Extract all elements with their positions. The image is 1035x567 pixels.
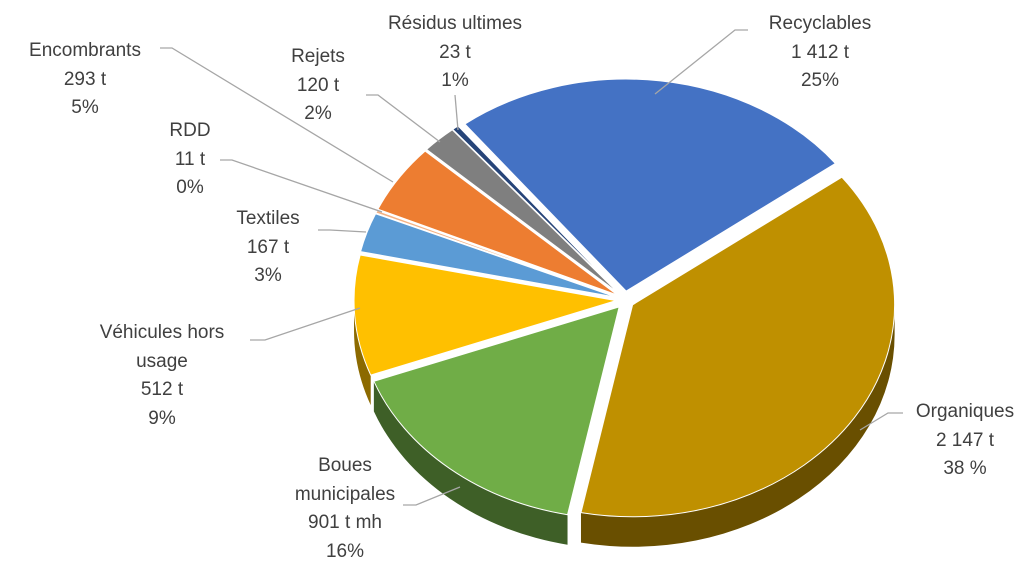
value-label: 11 t [174,148,206,170]
percentage-label: 1% [441,70,469,91]
leader-line [318,229,367,233]
slice-side [580,304,895,547]
value-label: 2 147 t [935,429,995,451]
percentage-label: 16% [325,540,365,562]
percentage-label: 2% [304,103,332,124]
percentage-label: 0% [176,177,204,198]
slice [353,254,617,376]
value-label: 901 t mh [308,512,382,533]
slice [425,129,620,294]
category-label: Encombrants [29,40,141,61]
category-label: Boues municipales [294,455,396,505]
slice [373,306,620,516]
percentage-label: 5% [71,97,99,118]
category-label: Résidus ultimes [387,13,523,34]
leader-line [250,307,361,341]
percentage-label: 38 % [943,458,987,479]
value-label: 512 t [140,379,184,400]
percentage-label: 9% [148,407,176,429]
slice-side [354,300,371,406]
leader-line [859,412,903,431]
slice [359,213,617,298]
value-label: 120 t [296,74,340,96]
data-label: Recyclables 1 412 t 25% [720,10,920,96]
data-label: Organiques 2 147 t 38 % [895,398,1035,484]
data-label: Textiles 167 t 3% [208,205,328,291]
category-label: Textiles [236,208,300,229]
value-label: 1 412 t [790,41,850,63]
leader-line [220,159,383,213]
category-label: Organiques [915,401,1015,422]
slice [377,150,618,296]
category-label: Rejets [291,46,345,67]
data-label: Boues municipales 901 t mh 16% [280,452,410,566]
slice [464,78,837,292]
leader-line [454,94,459,131]
value-label: 293 t [63,68,107,90]
data-label: RDD 11 t 0% [150,117,230,203]
percentage-label: 3% [254,265,282,286]
data-label: Rejets 120 t 2% [268,43,368,129]
value-label: 23 t [439,41,471,63]
data-label: Résidus ultimes 23 t 1% [355,10,555,96]
value-label: 167 t [246,236,290,258]
category-label: Véhicules hors usage [99,322,225,372]
percentage-label: 25% [800,70,840,91]
leader-line [403,486,461,506]
data-label: Encombrants 293 t 5% [5,37,165,123]
slice [580,176,896,518]
leader-line [654,29,748,95]
leader-line [160,47,394,183]
category-label: RDD [169,120,211,141]
data-label: Véhicules hors usage 512 t 9% [72,319,252,433]
category-label: Recyclables [768,13,872,34]
slice-side [373,381,568,545]
leader-line [366,94,441,143]
